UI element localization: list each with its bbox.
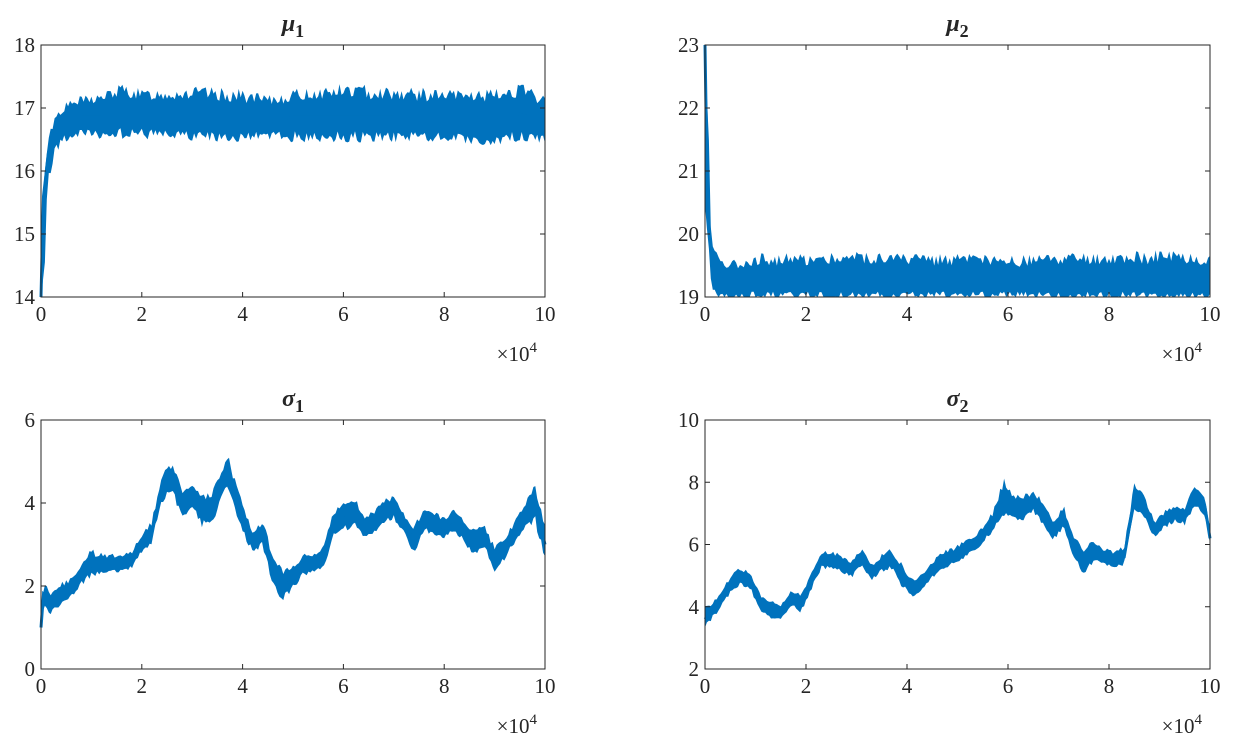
x-axis-multiplier-exponent: 4 xyxy=(530,712,538,728)
x-tick-label: 2 xyxy=(801,674,812,698)
series-trace-band xyxy=(705,45,1210,297)
x-tick-label: 4 xyxy=(237,302,248,326)
x-tick-label: 6 xyxy=(1003,674,1014,698)
chart-title-symbol: σ xyxy=(282,386,296,412)
x-axis-multiplier-exponent: 4 xyxy=(1195,340,1203,356)
x-tick-label: 0 xyxy=(700,302,711,326)
x-axis-multiplier: ×104 xyxy=(497,340,538,366)
y-tick-label: 21 xyxy=(678,159,699,183)
x-tick-label: 4 xyxy=(902,302,913,326)
x-tick-label: 8 xyxy=(1104,674,1115,698)
y-tick-label: 6 xyxy=(25,408,36,432)
y-tick-label: 22 xyxy=(678,96,699,120)
series-line xyxy=(703,491,1212,621)
y-tick-label: 10 xyxy=(678,408,699,432)
x-tick-label: 10 xyxy=(1200,674,1221,698)
chart-title-symbol: σ xyxy=(947,386,961,412)
x-tick-label: 10 xyxy=(535,674,556,698)
x-axis-multiplier: ×104 xyxy=(497,712,538,738)
y-tick-label: 16 xyxy=(14,159,35,183)
x-tick-label: 8 xyxy=(439,674,450,698)
x-axis-multiplier: ×104 xyxy=(1162,340,1203,366)
series-line xyxy=(39,465,547,628)
chart-title-subscript: 1 xyxy=(295,21,304,41)
y-tick-label: 19 xyxy=(678,285,699,309)
x-tick-label: 0 xyxy=(36,302,47,326)
x-tick-label: 2 xyxy=(137,674,148,698)
x-tick-label: 10 xyxy=(1200,302,1221,326)
y-tick-label: 8 xyxy=(689,470,700,494)
x-axis-multiplier-base: ×10 xyxy=(497,714,530,738)
x-tick-label: 8 xyxy=(439,302,450,326)
x-tick-label: 4 xyxy=(237,674,248,698)
series-line xyxy=(39,112,546,298)
y-tick-label: 17 xyxy=(14,96,35,120)
x-axis-multiplier-base: ×10 xyxy=(497,342,530,366)
axes-box xyxy=(40,44,546,298)
x-tick-label: 2 xyxy=(801,302,812,326)
y-tick-label: 2 xyxy=(689,657,700,681)
chart-title-subscript: 2 xyxy=(959,396,968,416)
chart-title-subscript: 2 xyxy=(960,21,969,41)
x-axis-multiplier: ×104 xyxy=(1162,712,1203,738)
axes-box xyxy=(40,419,546,670)
chart-title-subscript: 1 xyxy=(295,396,304,416)
y-tick-label: 2 xyxy=(25,574,36,598)
x-axis-multiplier-exponent: 4 xyxy=(530,340,538,356)
chart-title: μ2 xyxy=(944,11,968,41)
chart-title: μ1 xyxy=(280,11,304,41)
x-axis-multiplier-base: ×10 xyxy=(1162,714,1195,738)
series-line xyxy=(703,44,1211,286)
chart-title: σ2 xyxy=(947,386,969,416)
x-tick-label: 10 xyxy=(535,302,556,326)
y-tick-label: 15 xyxy=(14,222,35,246)
y-tick-label: 20 xyxy=(678,222,699,246)
x-tick-label: 6 xyxy=(338,674,349,698)
y-tick-label: 0 xyxy=(25,657,36,681)
x-tick-label: 2 xyxy=(137,302,148,326)
x-tick-label: 6 xyxy=(1003,302,1014,326)
chart-title-symbol: μ xyxy=(944,11,959,37)
x-tick-label: 4 xyxy=(902,674,913,698)
x-tick-label: 0 xyxy=(36,674,47,698)
y-tick-label: 6 xyxy=(689,533,700,557)
chart-title-symbol: μ xyxy=(280,11,295,37)
x-axis-multiplier-base: ×10 xyxy=(1162,342,1195,366)
y-tick-label: 18 xyxy=(14,33,35,57)
y-tick-label: 14 xyxy=(14,285,36,309)
y-tick-label: 4 xyxy=(25,491,36,515)
x-axis-multiplier-exponent: 4 xyxy=(1195,712,1203,728)
chart-title: σ1 xyxy=(282,386,304,416)
axes-box xyxy=(704,419,1211,670)
y-tick-label: 23 xyxy=(678,33,699,57)
x-tick-label: 6 xyxy=(338,302,349,326)
series-trace-band xyxy=(41,84,545,297)
x-tick-label: 0 xyxy=(700,674,711,698)
x-tick-label: 8 xyxy=(1104,302,1115,326)
y-tick-label: 4 xyxy=(689,595,700,619)
series-trace-band xyxy=(41,457,545,632)
